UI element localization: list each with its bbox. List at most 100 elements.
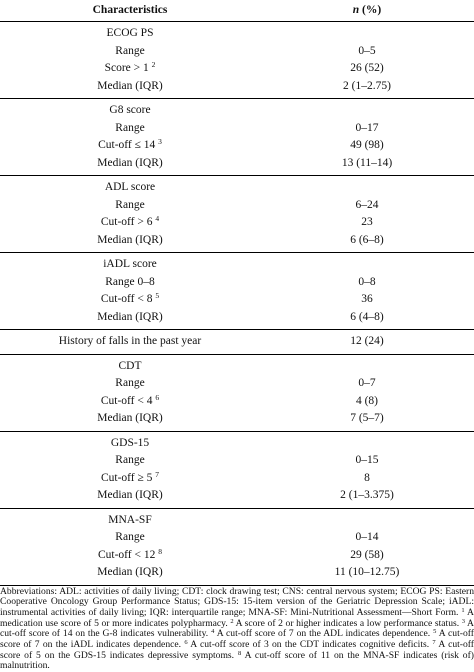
data-row: Median (IQR)2 (1–2.75) (0, 78, 474, 99)
row-value: 0–14 (260, 529, 474, 547)
group-title-row: GDS-15 (0, 431, 474, 452)
row-label-cell: Range (0, 529, 260, 547)
footnote-text: A cut-off score of 3 on the CDT indicate… (188, 639, 433, 650)
footnote-ref: 7 (155, 470, 159, 479)
group-title: MNA-SF (0, 508, 260, 529)
row-value: 11 (10–12.75) (260, 564, 474, 585)
row-value: 0–15 (260, 452, 474, 470)
row-value: 26 (52) (260, 60, 474, 78)
row-label-cell: Cut-off < 8 5 (0, 291, 260, 309)
row-value: 6–24 (260, 197, 474, 215)
row-value: 49 (98) (260, 137, 474, 155)
row-label: History of falls in the past year (59, 335, 201, 347)
data-row: Median (IQR)13 (11–14) (0, 155, 474, 176)
group-title: CDT (0, 354, 260, 375)
row-label: Median (IQR) (97, 234, 162, 246)
row-label: Cut-off < 4 (101, 395, 153, 407)
group-title-row: ECOG PS (0, 22, 474, 43)
row-label-cell: Cut-off ≥ 5 7 (0, 470, 260, 488)
header-n: n (353, 4, 359, 16)
row-value: 2 (1–3.375) (260, 487, 474, 508)
group-title: ECOG PS (0, 22, 260, 43)
row-label-cell: Range (0, 43, 260, 61)
header-row: Characteristics n (%) (0, 0, 474, 22)
row-label-cell: Range (0, 197, 260, 215)
row-label-cell: Score > 1 2 (0, 60, 260, 78)
footnote-text: Abbreviations: ADL: activities of daily … (0, 586, 474, 618)
row-value: 0–8 (260, 274, 474, 292)
footnote-text: A cut-off score of 7 on the ADL indicate… (214, 628, 433, 639)
group-title-row: iADL score (0, 253, 474, 274)
footnote-ref: 2 (152, 60, 156, 69)
empty-cell (260, 22, 474, 43)
row-label: Median (IQR) (97, 489, 162, 501)
row-label-cell: Range (0, 452, 260, 470)
row-label-cell: Range 0–8 (0, 274, 260, 292)
row-label: Cut-off < 8 (101, 293, 153, 305)
empty-cell (260, 354, 474, 375)
data-row: Median (IQR) 7 (5–7) (0, 410, 474, 431)
row-label: Cut-off ≤ 14 (98, 139, 155, 151)
row-value: 7 (5–7) (260, 410, 474, 431)
row-value: 8 (260, 470, 474, 488)
row-label-cell: Median (IQR) (0, 78, 260, 99)
footnote-ref: 4 (155, 214, 159, 223)
group-title: GDS-15 (0, 431, 260, 452)
row-value: 0–17 (260, 120, 474, 138)
row-label-cell: Median (IQR) (0, 410, 260, 431)
footnote-ref: 6 (155, 393, 159, 402)
row-label-cell: Range (0, 375, 260, 393)
row-label-cell: Median (IQR) (0, 155, 260, 176)
data-row: Range 0–15 (0, 452, 474, 470)
data-row: Cut-off > 6 4 23 (0, 214, 474, 232)
footnote-ref: 5 (155, 291, 159, 300)
row-value: 12 (24) (260, 330, 474, 355)
footnote-ref: 3 (158, 137, 162, 146)
row-label: Score > 1 (105, 62, 149, 74)
group-title: G8 score (0, 99, 260, 120)
header-cell: n (%) (260, 0, 474, 22)
row-label: Cut-off ≥ 5 (101, 472, 152, 484)
row-label: Range (115, 45, 144, 57)
row-label: Median (IQR) (97, 566, 162, 578)
row-label: Range (115, 122, 144, 134)
row-label-cell: Cut-off < 4 6 (0, 393, 260, 411)
row-value: 0–5 (260, 43, 474, 61)
row-label: Range (115, 377, 144, 389)
data-row: History of falls in the past year 12 (24) (0, 330, 474, 355)
data-row: Median (IQR) 11 (10–12.75) (0, 564, 474, 585)
row-value: 23 (260, 214, 474, 232)
row-label: Median (IQR) (97, 157, 162, 169)
row-label-cell: Cut-off < 12 8 (0, 547, 260, 565)
row-value: 29 (58) (260, 547, 474, 565)
row-value: 36 (260, 291, 474, 309)
row-value: 2 (1–2.75) (260, 78, 474, 99)
row-label: Range (115, 199, 144, 211)
empty-cell (260, 176, 474, 197)
row-label: Range (115, 454, 144, 466)
footnote-ref: 8 (158, 547, 162, 556)
row-label-cell: History of falls in the past year (0, 330, 260, 355)
row-label: Cut-off < 12 (98, 549, 155, 561)
row-label-cell: Range (0, 120, 260, 138)
group-title-row: ADL score (0, 176, 474, 197)
row-value: 0–7 (260, 375, 474, 393)
data-row: Range 0–7 (0, 375, 474, 393)
footnote: Abbreviations: ADL: activities of daily … (0, 587, 474, 672)
row-label: Cut-off > 6 (101, 216, 153, 228)
empty-cell (260, 431, 474, 452)
row-label-cell: Median (IQR) (0, 232, 260, 253)
data-row: Range 0–5 (0, 43, 474, 61)
data-row: Cut-off ≤ 14 3 49 (98) (0, 137, 474, 155)
footnote-text: A score of 2 or higher indicates a low p… (234, 618, 462, 629)
row-label: Median (IQR) (97, 412, 162, 424)
group-title-row: G8 score (0, 99, 474, 120)
